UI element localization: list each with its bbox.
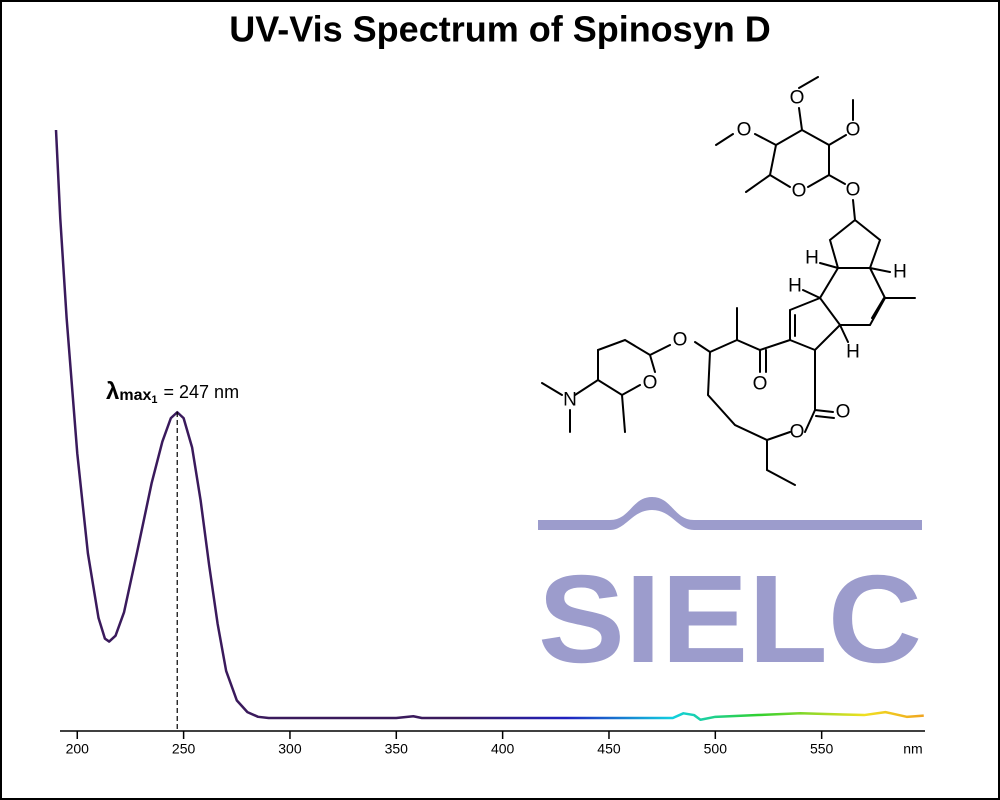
atom-label: O	[753, 374, 768, 395]
x-axis-label: nm	[903, 741, 922, 757]
annotation-symbol: λ	[106, 378, 119, 405]
x-tick-label: 450	[597, 741, 621, 757]
atom-label: O	[737, 120, 752, 141]
x-tick-label: 250	[172, 741, 196, 757]
x-tick-label: 350	[385, 741, 409, 757]
logo-text: SIELC	[538, 550, 922, 689]
atom-label: O	[790, 88, 805, 109]
bond	[541, 338, 671, 433]
atom-label: O	[836, 402, 851, 423]
atom-label: O	[790, 422, 805, 443]
annotation: λmax1 = 247 nm	[106, 378, 239, 406]
bond	[715, 76, 854, 193]
atom-label: H	[846, 342, 860, 363]
annotation-subscript: max	[119, 387, 151, 404]
atom-label: O	[792, 181, 807, 202]
x-tick-label: 200	[66, 741, 90, 757]
x-tick-label: 300	[278, 741, 302, 757]
x-tick-label: 550	[810, 741, 834, 757]
annotation-text: = 247 nm	[164, 382, 240, 402]
bond	[694, 199, 916, 486]
logo-line	[538, 497, 922, 530]
molecule: O O O O O H H H H O O O N O O	[541, 76, 916, 486]
atom-label: N	[563, 390, 577, 411]
annotation-subsubscript: 1	[151, 394, 157, 406]
x-tick-label: 400	[491, 741, 515, 757]
atom-label: H	[805, 248, 819, 269]
atom-label: H	[788, 276, 802, 297]
atom-label: O	[643, 373, 658, 394]
atom-label: O	[846, 120, 861, 141]
spectrum-line	[54, 129, 924, 722]
atom-label: H	[893, 262, 907, 283]
watermark: SIELC	[538, 497, 922, 689]
atom-label: O	[846, 180, 861, 201]
x-tick-label: 500	[704, 741, 728, 757]
atom-label: O	[673, 330, 688, 351]
chart-title: UV-Vis Spectrum of Spinosyn D	[229, 9, 770, 50]
